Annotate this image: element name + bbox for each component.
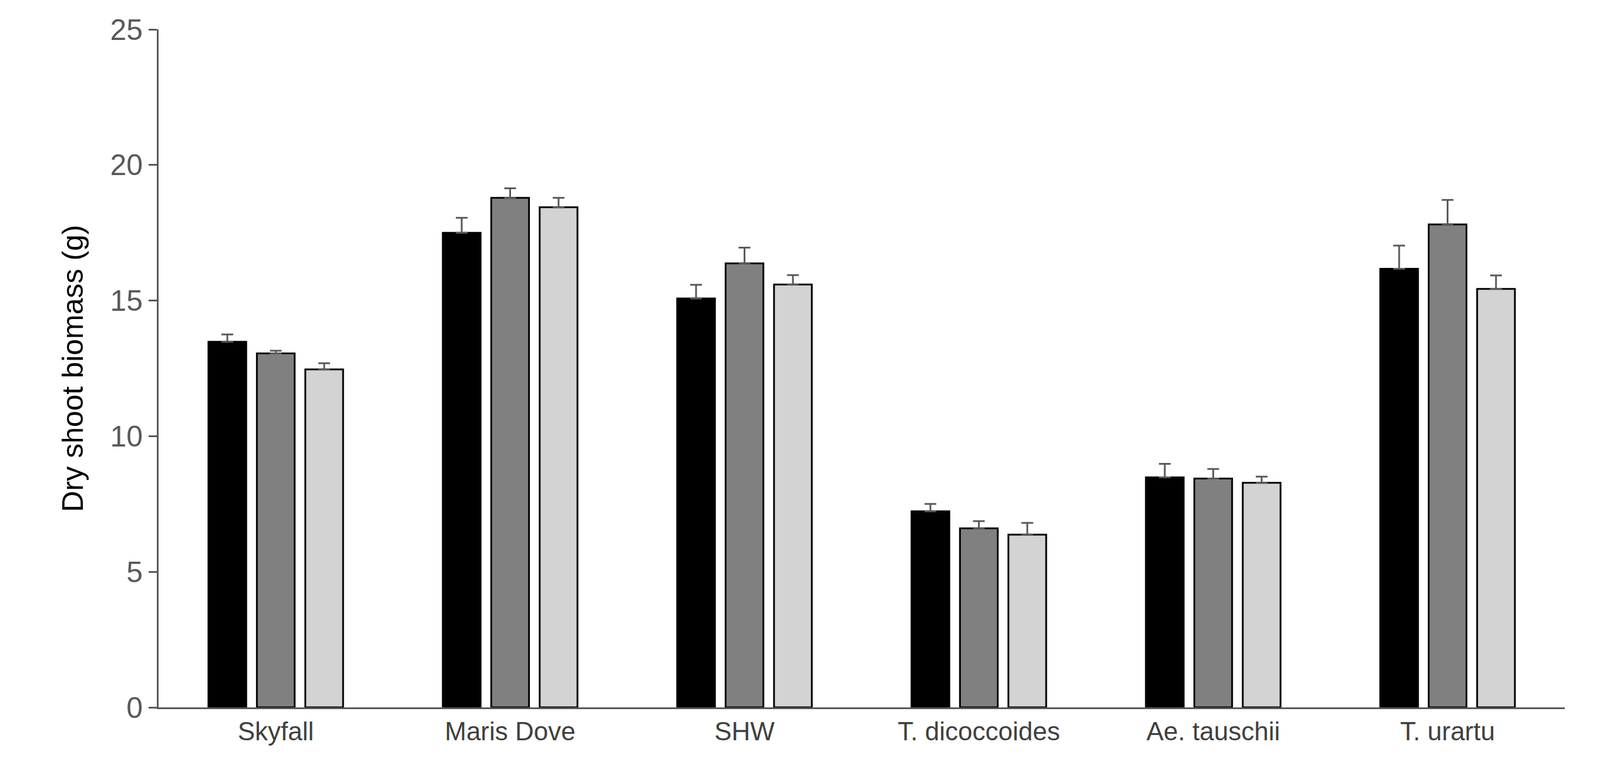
svg-text:Skyfall: Skyfall: [237, 716, 315, 746]
svg-text:5: 5: [126, 555, 143, 589]
svg-text:Maris Dove: Maris Dove: [444, 716, 576, 746]
svg-text:T. urartu: T. urartu: [1400, 716, 1495, 746]
svg-text:25: 25: [109, 13, 143, 47]
svg-text:SHW: SHW: [714, 716, 775, 746]
svg-text:20: 20: [109, 148, 143, 182]
svg-text:Dry shoot biomass (g): Dry shoot biomass (g): [56, 224, 90, 512]
svg-text:T. dicoccoides: T. dicoccoides: [897, 716, 1060, 746]
svg-text:10: 10: [109, 419, 143, 453]
svg-text:0: 0: [126, 691, 143, 725]
svg-text:15: 15: [109, 284, 143, 318]
svg-text:Ae. tauschii: Ae. tauschii: [1146, 716, 1280, 746]
